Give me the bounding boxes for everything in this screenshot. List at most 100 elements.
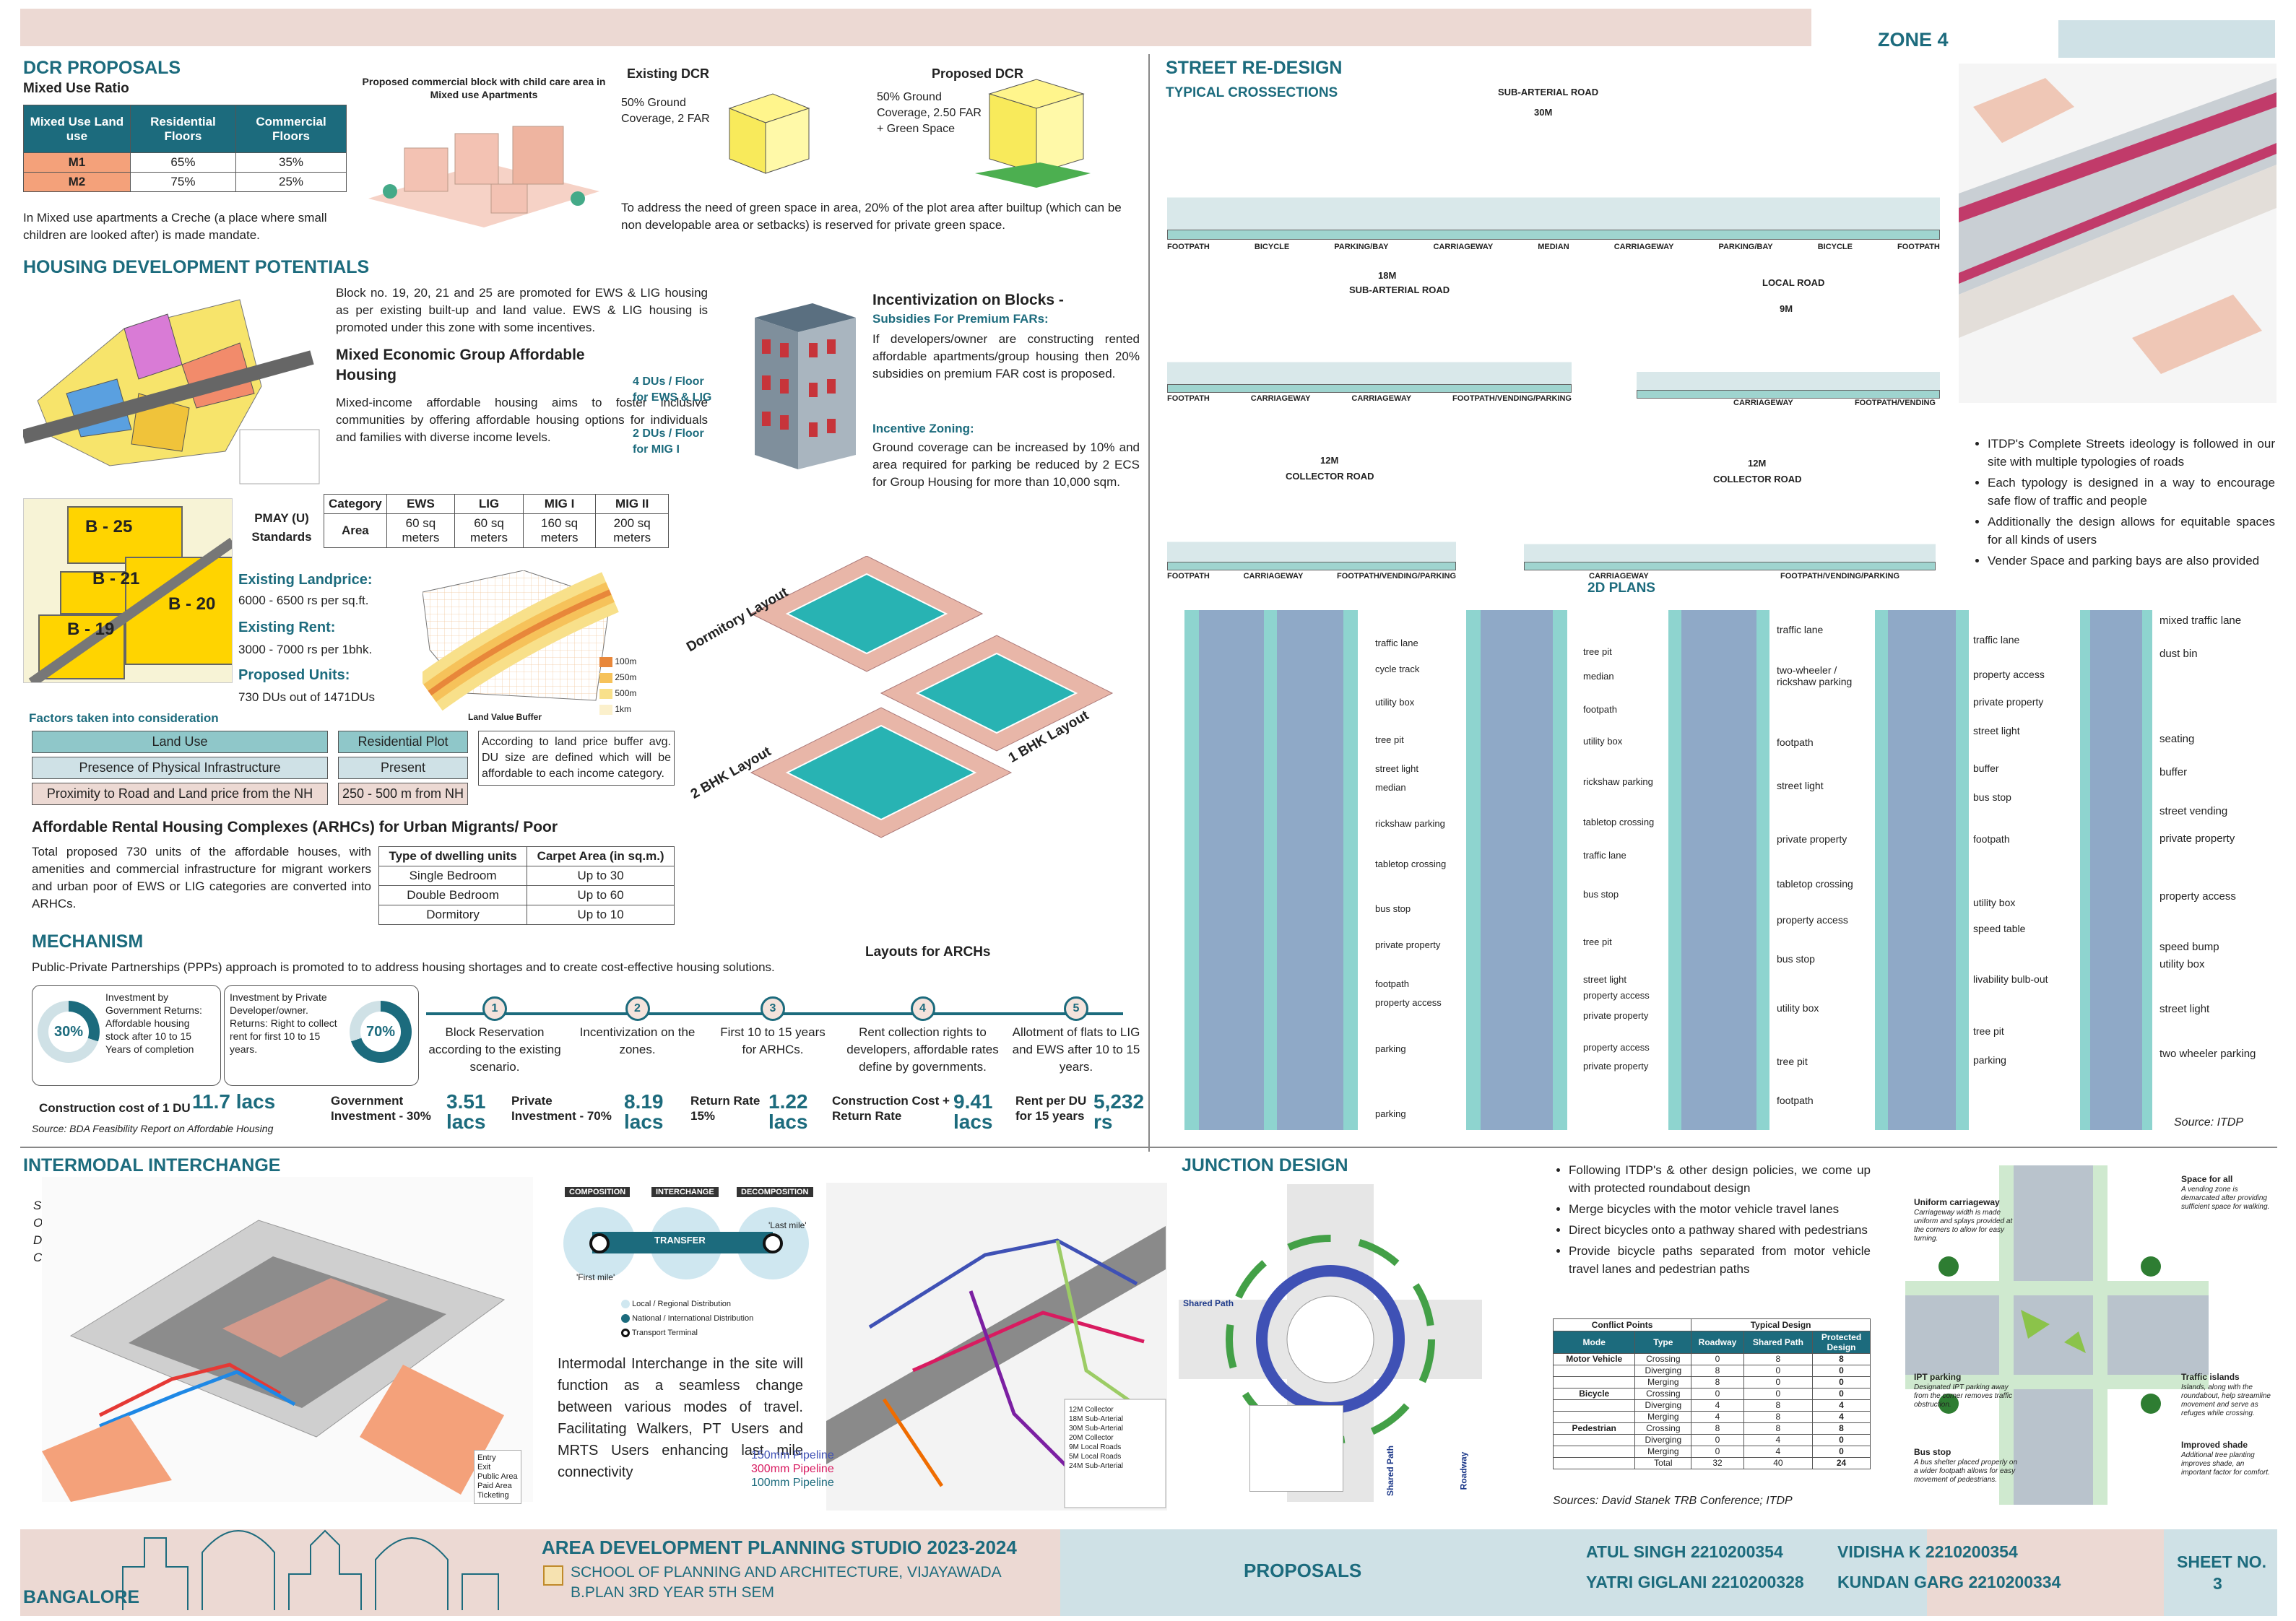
- street-3d-view: [1959, 64, 2276, 403]
- arhc-table: Type of dwelling units Carpet Area (in sq…: [378, 846, 675, 925]
- pmay-label: PMAY (U) Standards: [251, 511, 312, 544]
- conflict-cell: Bicycle: [1552, 1388, 1636, 1400]
- jp-space-title: Space for all: [2181, 1174, 2233, 1184]
- commercial-block-illustration: [368, 126, 599, 227]
- factors-note: According to land price buffer avg. DU s…: [478, 731, 675, 786]
- units-value: 730 DUs out of 1471DUs: [238, 690, 375, 704]
- conflict-cell: 8: [1691, 1376, 1744, 1389]
- plan-label: footpath: [1777, 736, 1814, 748]
- road-network-map: [826, 1183, 1167, 1511]
- footer-teal-block: [1060, 1529, 1927, 1616]
- section3-ground: [1637, 390, 1940, 399]
- green-space-text: To address the need of green space in ar…: [621, 201, 1122, 232]
- interchange-3d-view: [42, 1177, 533, 1502]
- legend-500m: 500m: [599, 685, 636, 701]
- legend-public: Public Area: [477, 1472, 518, 1481]
- pmay-h: MIG II: [595, 494, 669, 514]
- pipe-150: 150mm Pipeline: [751, 1449, 834, 1461]
- existing-dcr-text: 50% Ground Coverage, 2 FAR: [621, 97, 710, 125]
- section3-parts: CARRIAGEWAY FOOTPATH/VENDING: [1733, 399, 1936, 407]
- conflict-row: Diverging 0 4 0: [1552, 1434, 1871, 1446]
- conflict-row: Merging 4 8 4: [1552, 1411, 1871, 1423]
- pmay-c: 160 sq meters: [522, 513, 597, 548]
- pmay-c: 60 sq meters: [386, 513, 456, 548]
- pmay-c: 60 sq meters: [454, 513, 524, 548]
- plan-label: tree pit: [1583, 646, 1612, 657]
- plan-label: buffer: [2159, 766, 2188, 778]
- plan-label: footpath: [1973, 833, 2010, 845]
- conflict-cell: 4: [1691, 1399, 1744, 1412]
- conflict-cell: [1552, 1365, 1636, 1377]
- conflict-row: Motor Vehicle Crossing 0 8 8: [1552, 1353, 1871, 1365]
- street-source: Source: ITDP: [2174, 1116, 2244, 1129]
- section5-scene: [1524, 491, 1936, 562]
- arhc-title: Affordable Rental Housing Complexes (ARH…: [32, 819, 558, 835]
- conflict-cell: [1552, 1457, 1636, 1469]
- plan-label: tabletop crossing: [1583, 817, 1655, 827]
- jp-bus-desc: A bus shelter placed properly on a wider…: [1914, 1459, 2018, 1484]
- plan-label: buffer: [1973, 762, 1999, 774]
- plan-label: property access: [1777, 914, 1848, 926]
- street-bullet: Vender Space and parking bays are also p…: [1988, 552, 2275, 570]
- legend-100m: 100m: [599, 653, 636, 669]
- proposed-dcr-block: [975, 79, 1091, 188]
- buffer-legend: 100m 250m 500m 1km: [599, 653, 636, 717]
- step-2: 2 Incentivization on the zones.: [569, 996, 706, 1090]
- plan-label: footpath: [1375, 978, 1409, 989]
- intermodal-title: INTERMODAL INTERCHANGE: [23, 1155, 281, 1175]
- design-h: Typical Design: [1691, 1318, 1871, 1331]
- conflict-cell: 8: [1812, 1353, 1871, 1365]
- legend-1km: 1km: [599, 701, 636, 717]
- part: CARRIAGEWAY: [1433, 243, 1494, 251]
- section5-width: 12M: [1748, 458, 1767, 469]
- plan-label: speed bump: [2159, 941, 2219, 953]
- map-legend-item: 24M Sub-Arterial: [1069, 1462, 1124, 1470]
- mixed-use-table: Mixed Use Land use Residential Floors Comm…: [23, 105, 347, 192]
- jp-uniform-title: Uniform carriageway: [1914, 1197, 2000, 1207]
- plan-label: private property: [1973, 696, 2044, 708]
- block-label-b21: B - 21: [92, 569, 140, 588]
- section2-ground: [1167, 384, 1572, 393]
- dcr-title: DCR PROPOSALS: [23, 58, 181, 78]
- factor-distance: 250 - 500 m from NH: [338, 783, 468, 805]
- conflict-cell: 0: [1812, 1434, 1871, 1446]
- pvt-card: [224, 985, 419, 1086]
- section3-scene: [1637, 318, 1940, 390]
- plan3-labels: traffic lane two-wheeler / rickshaw park…: [1777, 624, 1871, 1109]
- vertical-divider: [1148, 54, 1150, 1152]
- pmay-table: Category EWS LIG MIG I MIG II Area 60 sq mete…: [324, 494, 669, 548]
- plan-label: utility box: [1583, 736, 1623, 747]
- map-legend-item: 18M Sub-Arterial: [1069, 1415, 1124, 1423]
- conflict-cell: Crossing: [1634, 1388, 1692, 1400]
- conflict-cell: 32: [1691, 1457, 1744, 1469]
- section1-scene: [1167, 123, 1940, 230]
- du-ews-label: 4 DUs / Floor for EWS & LIG: [633, 375, 712, 404]
- junction-plan: [1905, 1165, 2209, 1505]
- plan-label: utility box: [1973, 897, 2016, 908]
- legend-exit: Exit: [477, 1463, 491, 1472]
- intermodal-text: Intermodal Interchange in the site will …: [558, 1356, 803, 1480]
- diagram-head-decomposition: DECOMPOSITION: [737, 1187, 813, 1197]
- conflict-cell: 8: [1743, 1422, 1814, 1435]
- step-text: Block Reservation according to the exist…: [428, 1025, 561, 1074]
- plan-label: street vending: [2159, 805, 2228, 817]
- jp-shade-title: Improved shade: [2181, 1440, 2248, 1450]
- conflict-cell: 8: [1743, 1353, 1814, 1365]
- factor-present: Present: [338, 757, 468, 779]
- step-4: 4 Rent collection rights to developers, a…: [840, 996, 1006, 1090]
- name-2: VIDISHA K 2210200354: [1837, 1542, 2018, 1561]
- legend-250m: 250m: [599, 669, 636, 685]
- jp-islands-desc: Islands, along with the roundabout, help…: [2181, 1383, 2271, 1417]
- plan-label: median: [1583, 671, 1614, 682]
- mechanism-text: Public-Private Partnerships (PPPs) appro…: [32, 960, 775, 974]
- plan-label: bus stop: [1375, 903, 1411, 914]
- plan-label: two wheeler parking: [2159, 1048, 2256, 1060]
- plan-label: traffic lane: [1777, 624, 1824, 635]
- conflict-cell: 4: [1812, 1399, 1871, 1412]
- plan-label: street light: [1777, 780, 1824, 791]
- sheet-no: 3: [2213, 1574, 2222, 1593]
- pipe-300: 300mm Pipeline: [751, 1463, 834, 1475]
- subsidy-text: If developers/owner are constructing ren…: [872, 332, 1140, 381]
- part: PARKING/BAY: [1718, 243, 1773, 251]
- conflict-row: Diverging 8 0 0: [1552, 1365, 1871, 1377]
